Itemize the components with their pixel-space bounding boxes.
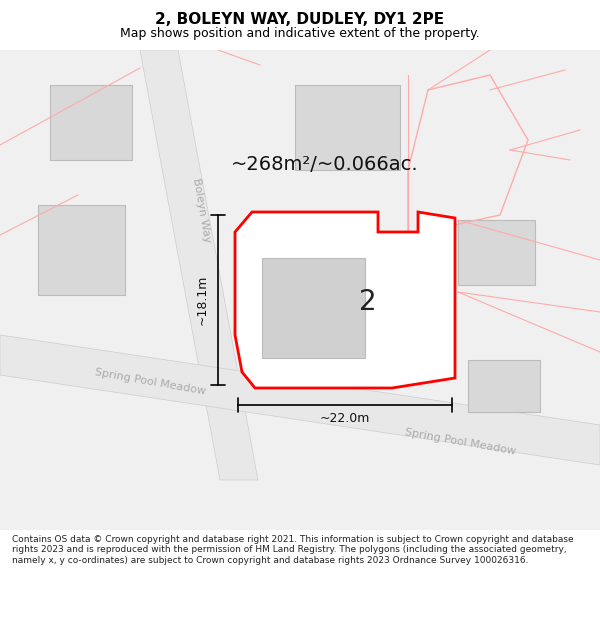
Polygon shape: [50, 85, 132, 160]
Text: ~22.0m: ~22.0m: [320, 412, 370, 426]
Text: ~18.1m: ~18.1m: [196, 275, 209, 325]
Text: Spring Pool Meadow: Spring Pool Meadow: [404, 428, 516, 457]
Polygon shape: [262, 258, 365, 358]
Text: Boleyn Way: Boleyn Way: [191, 177, 212, 243]
Polygon shape: [468, 360, 540, 412]
Text: Spring Pool Meadow: Spring Pool Meadow: [94, 368, 206, 397]
Polygon shape: [458, 220, 535, 285]
Polygon shape: [235, 212, 455, 388]
Polygon shape: [140, 50, 258, 480]
Text: Map shows position and indicative extent of the property.: Map shows position and indicative extent…: [120, 27, 480, 40]
Text: 2: 2: [359, 288, 377, 316]
Polygon shape: [0, 50, 600, 530]
Polygon shape: [0, 335, 600, 465]
Polygon shape: [295, 85, 400, 170]
Text: 2, BOLEYN WAY, DUDLEY, DY1 2PE: 2, BOLEYN WAY, DUDLEY, DY1 2PE: [155, 12, 445, 28]
Text: ~268m²/~0.066ac.: ~268m²/~0.066ac.: [231, 156, 419, 174]
Polygon shape: [38, 205, 125, 295]
Text: Contains OS data © Crown copyright and database right 2021. This information is : Contains OS data © Crown copyright and d…: [12, 535, 574, 564]
